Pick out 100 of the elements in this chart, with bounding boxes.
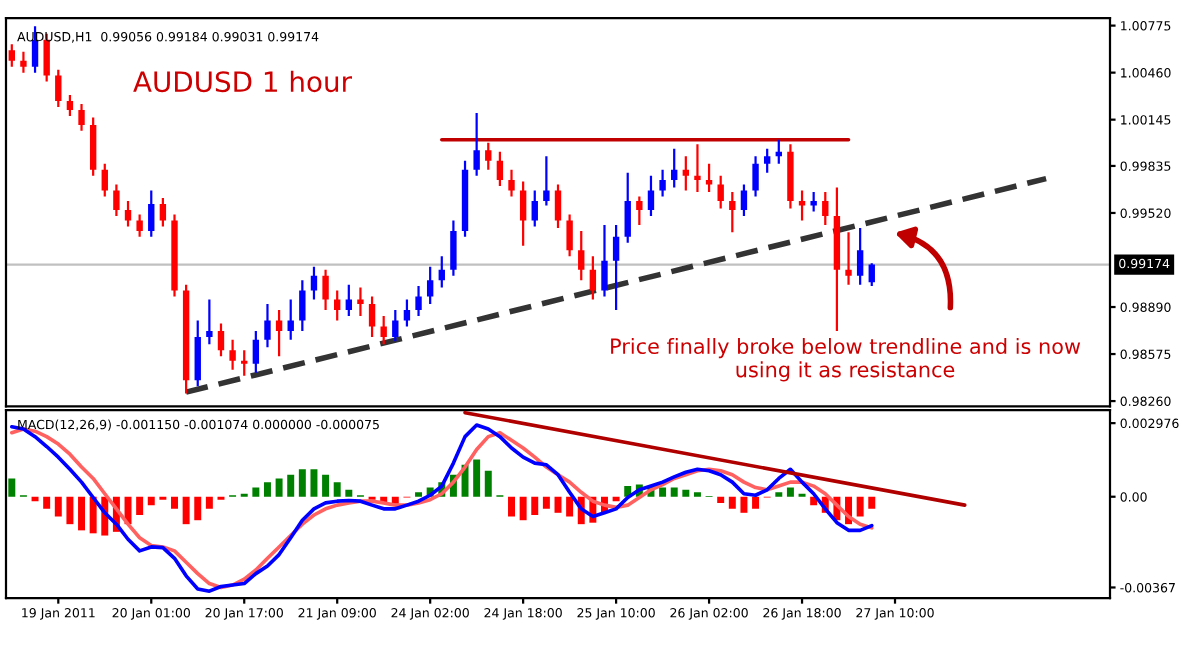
candlestick: [624, 171, 631, 244]
bar: [531, 496, 539, 516]
bar: [31, 496, 39, 502]
candlestick: [345, 283, 353, 318]
candlestick: [473, 111, 480, 177]
candlestick: [194, 319, 201, 388]
candlestick: [566, 213, 573, 258]
candlestick: [241, 349, 248, 377]
candlestick: [8, 43, 16, 68]
annotation: AUDUSD 1 hour: [133, 70, 352, 93]
candlestick: [659, 168, 666, 198]
candlestick: [287, 298, 294, 341]
candlestick: [763, 147, 771, 174]
candlestick: [647, 174, 655, 218]
bar: [508, 496, 515, 517]
candlestick: [845, 231, 852, 286]
candlestick: [450, 219, 457, 277]
bar: [322, 474, 330, 497]
candlestick: [694, 143, 701, 194]
candlestick: [426, 265, 434, 306]
candlestick: [357, 286, 364, 318]
candlestick: [531, 189, 538, 228]
annotation: Price finally broke below trendline and is now using it as resistance: [611, 337, 1081, 382]
bar: [566, 496, 574, 517]
bar: [8, 478, 16, 497]
candlestick: [496, 150, 504, 188]
candlestick: [554, 183, 562, 230]
bar: [740, 496, 748, 513]
candlestick: [856, 226, 864, 286]
candlestick: [810, 190, 817, 213]
bar: [717, 496, 725, 503]
candlestick: [113, 183, 120, 218]
candlestick: [136, 213, 143, 238]
bar: [682, 489, 690, 497]
bar: [54, 496, 62, 517]
candlestick: [299, 279, 306, 333]
bar: [519, 496, 527, 521]
candlestick: [508, 168, 515, 198]
candlestick: [485, 141, 492, 171]
candlestick: [798, 189, 806, 222]
bar: [298, 469, 306, 497]
bar: [171, 496, 178, 509]
bar: [484, 470, 492, 497]
candlestick: [159, 196, 167, 228]
candlestick: [368, 295, 376, 338]
candlestick: [20, 50, 27, 74]
bar: [786, 487, 794, 497]
candlestick: [578, 229, 585, 282]
bar: [136, 496, 144, 516]
candlestick: [717, 174, 724, 210]
candlestick: [822, 190, 829, 227]
bar: [147, 496, 155, 506]
candlestick: [740, 183, 748, 218]
bar: [728, 496, 736, 509]
candlestick: [310, 265, 318, 301]
bar: [856, 496, 864, 517]
candlestick: [101, 162, 108, 198]
bar: [275, 478, 283, 497]
candlestick: [334, 289, 341, 322]
candlestick: [403, 298, 411, 328]
candlestick: [380, 314, 387, 346]
bar: [659, 487, 667, 497]
candlestick: [752, 155, 759, 198]
candlestick: [601, 223, 608, 298]
candlestick: [682, 155, 690, 192]
bar: [868, 496, 876, 509]
candlestick: [66, 93, 74, 118]
candlestick: [415, 285, 422, 318]
bar: [263, 482, 271, 497]
candlestick: [519, 180, 527, 247]
candlestick: [671, 147, 678, 189]
candlestick: [89, 116, 97, 177]
candlestick: [124, 199, 132, 228]
bar: [205, 496, 213, 509]
bar: [612, 496, 620, 502]
bar: [473, 459, 481, 497]
bar: [78, 496, 86, 531]
candlestick: [612, 223, 620, 312]
candlestick: [229, 338, 236, 371]
candlestick: [217, 322, 225, 358]
bar: [287, 474, 295, 497]
bar: [66, 496, 74, 525]
bar: [752, 496, 760, 509]
candlestick: [252, 329, 260, 374]
candlestick: [55, 68, 62, 109]
candlestick: [264, 302, 271, 349]
candlestick: [322, 268, 329, 312]
bar: [670, 487, 678, 497]
bar: [194, 496, 202, 521]
bar: [124, 496, 132, 525]
bar: [333, 482, 341, 497]
candlestick: [868, 262, 875, 288]
candlestick: [78, 102, 85, 132]
candlestick: [392, 308, 399, 343]
candlestick: [148, 189, 155, 238]
candlestick: [589, 255, 597, 301]
bar: [182, 496, 190, 525]
bar: [252, 487, 260, 497]
candlestick: [729, 190, 736, 234]
candlestick: [705, 162, 713, 194]
